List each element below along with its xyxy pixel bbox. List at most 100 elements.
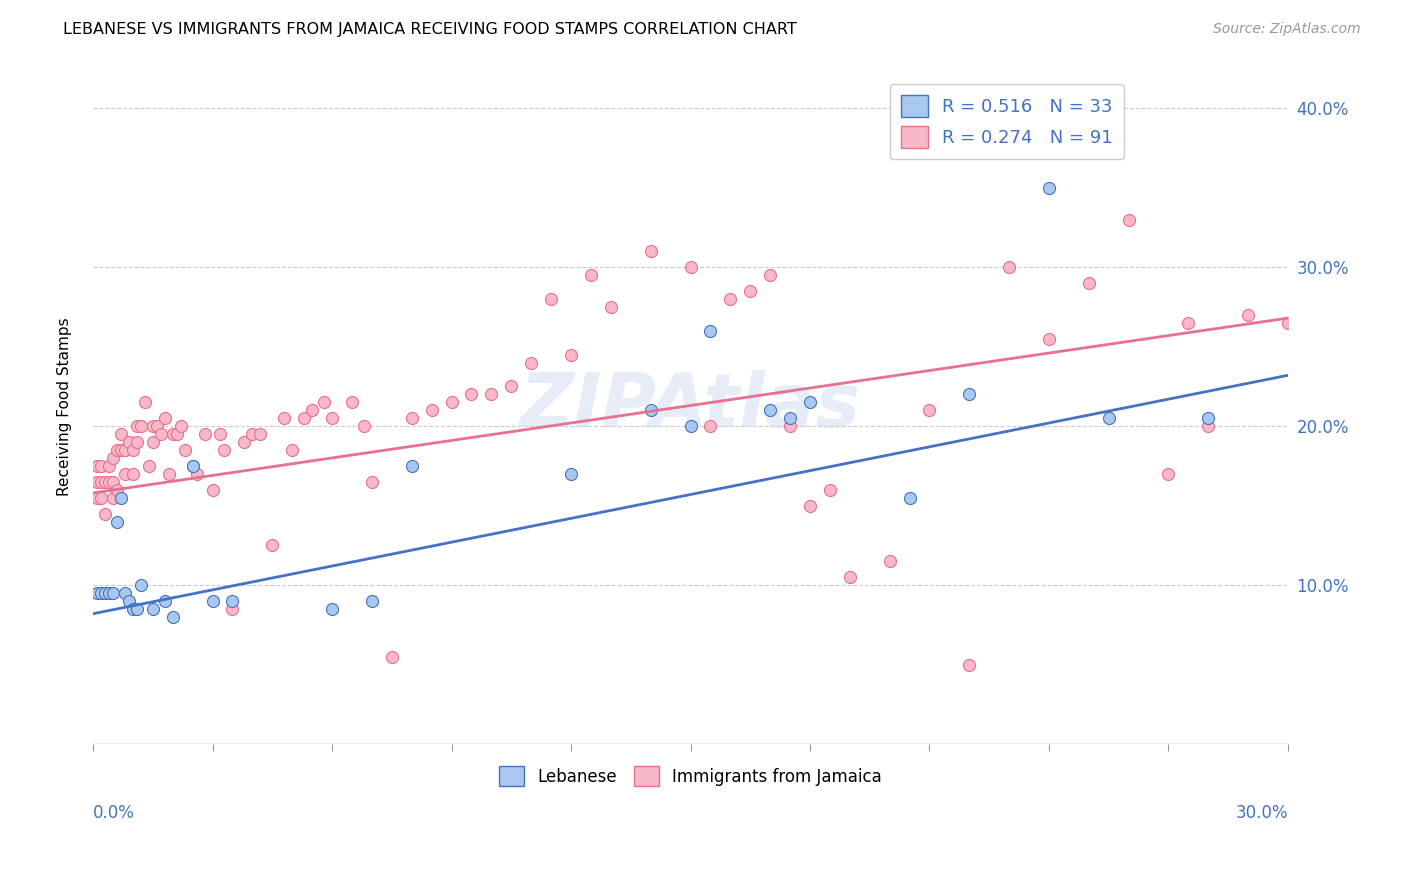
Point (1277, 316, 1299, 330)
Point (118, 435, 141, 450)
Y-axis label: Receiving Food Stamps: Receiving Food Stamps (58, 317, 72, 496)
Point (1237, 308, 1260, 322)
Point (86, 458, 108, 473)
Point (233, 435, 256, 450)
Point (101, 450, 124, 465)
Point (94, 475, 117, 489)
Point (118, 594, 141, 608)
Point (94, 586, 117, 600)
Point (101, 475, 124, 489)
Point (162, 610, 184, 624)
Point (134, 395, 156, 409)
Point (1197, 419, 1219, 434)
Point (273, 411, 295, 425)
Point (740, 284, 762, 298)
Point (138, 458, 160, 473)
Point (281, 442, 304, 457)
Point (214, 442, 236, 457)
Point (186, 467, 208, 481)
Point (193, 427, 215, 442)
Point (998, 260, 1021, 275)
Point (799, 395, 821, 409)
Point (292, 411, 315, 425)
Point (129, 578, 152, 592)
Point (149, 427, 172, 442)
Point (759, 403, 782, 417)
Point (142, 602, 165, 616)
Point (145, 419, 167, 434)
Point (142, 419, 165, 434)
Point (97, 458, 120, 473)
Point (90, 586, 112, 600)
Point (1098, 411, 1121, 425)
Point (560, 467, 582, 481)
Point (401, 411, 423, 425)
Point (312, 395, 335, 409)
Point (105, 483, 128, 497)
Point (86, 475, 108, 489)
Text: ZIPAtlas: ZIPAtlas (520, 370, 860, 442)
Point (898, 491, 921, 505)
Point (340, 395, 363, 409)
Point (540, 292, 562, 306)
Point (1077, 276, 1099, 290)
Point (1157, 467, 1180, 481)
Point (838, 570, 860, 584)
Point (110, 427, 132, 442)
Point (110, 491, 132, 505)
Point (105, 442, 128, 457)
Point (420, 403, 443, 417)
Point (1177, 316, 1199, 330)
Point (699, 324, 721, 338)
Point (799, 499, 821, 513)
Point (97, 475, 120, 489)
Point (1038, 332, 1060, 346)
Point (957, 657, 980, 672)
Point (121, 467, 143, 481)
Point (301, 403, 323, 417)
Point (249, 427, 271, 442)
Point (599, 300, 621, 314)
Legend: Lebanese, Immigrants from Jamaica: Lebanese, Immigrants from Jamaica (492, 759, 889, 793)
Point (86, 586, 108, 600)
Point (520, 355, 543, 369)
Point (201, 594, 224, 608)
Point (173, 442, 195, 457)
Point (460, 387, 482, 401)
Point (114, 467, 136, 481)
Point (157, 467, 180, 481)
Point (162, 427, 184, 442)
Point (957, 387, 980, 401)
Point (121, 442, 143, 457)
Point (360, 594, 382, 608)
Point (479, 387, 502, 401)
Point (97, 586, 120, 600)
Point (321, 411, 343, 425)
Point (679, 260, 702, 275)
Point (101, 491, 124, 505)
Point (879, 554, 901, 568)
Point (125, 419, 148, 434)
Point (240, 427, 263, 442)
Text: 30.0%: 30.0% (1236, 805, 1288, 822)
Text: Source: ZipAtlas.com: Source: ZipAtlas.com (1213, 22, 1361, 37)
Point (101, 586, 124, 600)
Point (125, 435, 148, 450)
Point (360, 475, 382, 489)
Point (114, 586, 136, 600)
Point (440, 395, 463, 409)
Point (221, 602, 243, 616)
Point (142, 435, 165, 450)
Point (718, 292, 741, 306)
Point (699, 419, 721, 434)
Point (181, 458, 204, 473)
Point (221, 594, 243, 608)
Text: LEBANESE VS IMMIGRANTS FROM JAMAICA RECEIVING FOOD STAMPS CORRELATION CHART: LEBANESE VS IMMIGRANTS FROM JAMAICA RECE… (63, 22, 797, 37)
Point (1197, 411, 1219, 425)
Point (381, 649, 404, 664)
Point (679, 419, 702, 434)
Point (818, 483, 841, 497)
Point (579, 268, 602, 282)
Text: 0.0%: 0.0% (93, 805, 135, 822)
Point (1118, 212, 1140, 227)
